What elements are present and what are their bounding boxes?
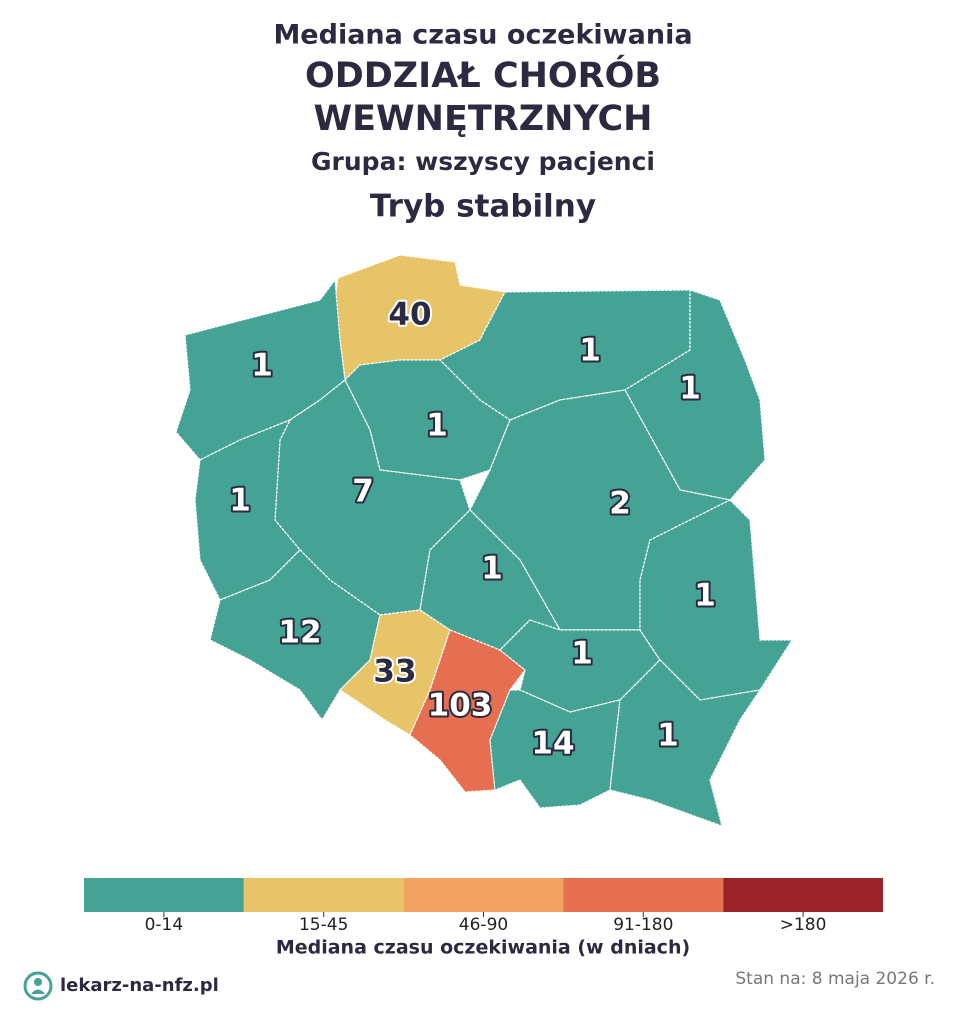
region [624,289,766,501]
subtitle: Grupa: wszyscy pacjenci [311,147,655,176]
legend-swatch [243,878,404,912]
legend-label: 15-45 [299,915,348,935]
region-value: 1 [251,348,273,384]
region [609,659,762,827]
title-line: WEWNĘTRZNYCH [314,99,653,139]
region-value: 1 [481,551,503,587]
region-value: 7 [352,474,374,510]
region-value: 1 [579,333,601,369]
legend: 0-14 15-45 46-90 91-180 >180 [84,878,883,935]
legend-label: 0-14 [145,915,184,935]
region [489,689,621,809]
region-value: 1 [657,718,679,754]
legend-label: 91-180 [613,915,673,935]
region-value: 1 [694,578,716,614]
legend-swatch [403,878,564,912]
legend-title: Mediana czasu oczekiwania (w dniach) [276,937,690,959]
region-value: 14 [531,726,574,762]
legend-label: 46-90 [459,915,508,935]
region-value: 2 [609,486,631,522]
region-value: 1 [679,371,701,407]
region-value: 1 [571,636,593,672]
legend-swatch [563,878,724,912]
mode: Tryb stabilny [370,189,596,225]
region [209,549,381,722]
date: Stan na: 8 maja 2026 r. [735,969,935,989]
legend-swatch [723,878,883,912]
legend-label: >180 [780,915,827,935]
region-value: 103 [428,688,493,724]
title: Mediana czasu oczekiwania [273,20,692,51]
region-value: 1 [426,408,448,444]
region-value: 40 [388,297,431,333]
region-value: 1 [229,483,251,519]
region [175,278,346,461]
region-value: 33 [373,654,416,690]
logo [23,971,53,1001]
title-line: ODDZIAŁ CHORÓB [305,54,661,96]
legend-swatch [84,878,244,912]
region-value: 12 [278,615,321,651]
brand: lekarz-na-nfz.pl [60,975,219,996]
